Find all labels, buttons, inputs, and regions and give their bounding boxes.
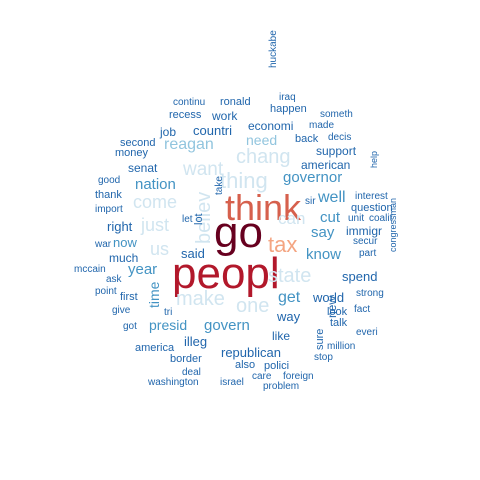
word-peopl: peopl bbox=[172, 249, 280, 298]
word-million: million bbox=[327, 341, 356, 352]
word-come: come bbox=[133, 192, 178, 212]
word-us: us bbox=[150, 239, 170, 259]
word-support: support bbox=[316, 144, 357, 158]
word-much: much bbox=[109, 251, 139, 265]
word-import: import bbox=[95, 204, 123, 215]
word-tax: tax bbox=[268, 232, 298, 257]
word-lot: lot bbox=[193, 213, 205, 225]
word-decis: decis bbox=[328, 132, 352, 143]
word-year: year bbox=[128, 261, 158, 278]
word-way: way bbox=[277, 309, 301, 324]
word-secur: secur bbox=[353, 236, 378, 247]
word-need: need bbox=[246, 132, 278, 148]
word-happen: happen bbox=[270, 103, 307, 115]
word-illeg: illeg bbox=[184, 334, 208, 349]
word-job: job bbox=[160, 125, 177, 139]
word-state: state bbox=[268, 265, 312, 287]
word-continu: continu bbox=[173, 97, 206, 108]
word-said: said bbox=[181, 246, 205, 261]
word-thing: thing bbox=[220, 168, 268, 193]
word-countri: countri bbox=[193, 123, 233, 138]
word-right: right bbox=[107, 219, 133, 234]
word-stop: stop bbox=[314, 352, 333, 363]
word-fact: fact bbox=[354, 304, 371, 315]
word-time: time bbox=[146, 281, 162, 308]
word-nation: nation bbox=[135, 176, 176, 193]
word-know: know bbox=[306, 246, 342, 263]
word-give: give bbox=[112, 305, 131, 316]
word-coalit: coalit bbox=[369, 213, 393, 224]
word-go: go bbox=[214, 208, 263, 257]
word-think: think bbox=[225, 187, 302, 228]
word-one: one bbox=[236, 295, 270, 317]
word-someth: someth bbox=[320, 109, 353, 120]
word-cut: cut bbox=[320, 209, 341, 226]
word-point: point bbox=[95, 286, 117, 297]
word-govern: govern bbox=[204, 317, 250, 334]
word-make: make bbox=[176, 288, 225, 310]
word-reagan: reagan bbox=[164, 136, 214, 153]
word-sir: sir bbox=[305, 196, 316, 207]
word-unit: unit bbox=[348, 213, 365, 224]
word-care: care bbox=[252, 371, 272, 382]
word-first: first bbox=[120, 291, 138, 303]
word-take: take bbox=[214, 176, 225, 195]
word-huckabe: huckabe bbox=[268, 30, 279, 68]
word-israel: israel bbox=[220, 377, 244, 388]
word-let: let bbox=[182, 214, 193, 225]
word-look: look bbox=[327, 306, 348, 318]
word-everi: everi bbox=[356, 327, 378, 338]
word-part: part bbox=[359, 248, 377, 259]
word-foreign: foreign bbox=[283, 371, 314, 382]
word-washington: washington bbox=[148, 377, 199, 388]
word-polici: polici bbox=[264, 360, 290, 372]
word-mccain: mccain bbox=[74, 264, 106, 275]
word-congressman: congressman bbox=[388, 197, 398, 252]
word-republican: republican bbox=[221, 345, 281, 360]
word-senat: senat bbox=[128, 161, 158, 175]
word-good: good bbox=[98, 175, 121, 186]
word-help: help bbox=[369, 150, 379, 168]
word-spend: spend bbox=[342, 269, 378, 284]
word-ronald: ronald bbox=[220, 96, 251, 108]
word-like: like bbox=[272, 329, 291, 343]
word-second: second bbox=[120, 137, 156, 149]
word-governor: governor bbox=[283, 169, 343, 186]
word-presid: presid bbox=[149, 317, 188, 333]
word-recess: recess bbox=[169, 109, 202, 121]
word-strong: strong bbox=[356, 288, 384, 299]
word-sure: sure bbox=[314, 328, 326, 350]
word-work: work bbox=[212, 109, 238, 123]
word-got: got bbox=[123, 321, 137, 332]
word-american: american bbox=[301, 158, 351, 172]
word-deal: deal bbox=[182, 367, 201, 378]
word-chang: chang bbox=[236, 146, 291, 168]
word-now: now bbox=[113, 235, 137, 250]
word-war: war bbox=[95, 239, 112, 250]
word-question: question bbox=[351, 202, 393, 214]
word-america: america bbox=[135, 342, 175, 354]
word-also: also bbox=[235, 359, 256, 371]
word-back: back bbox=[295, 133, 319, 145]
word-well: well bbox=[318, 189, 346, 206]
word-want: want bbox=[183, 159, 224, 180]
word-can: can bbox=[278, 209, 306, 228]
word-just: just bbox=[141, 215, 170, 235]
word-problem: problem bbox=[263, 381, 300, 392]
word-economi: economi bbox=[248, 119, 294, 133]
word-immigr: immigr bbox=[346, 224, 382, 238]
word-money: money bbox=[115, 147, 149, 159]
word-thank: thank bbox=[95, 189, 122, 201]
word-world: world bbox=[313, 290, 345, 305]
word-ask: ask bbox=[106, 274, 122, 285]
word-get: get bbox=[278, 289, 301, 306]
word-talk: talk bbox=[330, 317, 348, 329]
word-iraq: iraq bbox=[279, 92, 296, 103]
word-say: say bbox=[311, 224, 335, 241]
word-tri: tri bbox=[164, 307, 173, 318]
word-made: made bbox=[309, 120, 335, 131]
word-border: border bbox=[170, 353, 202, 365]
word-interest: interest bbox=[355, 191, 388, 202]
